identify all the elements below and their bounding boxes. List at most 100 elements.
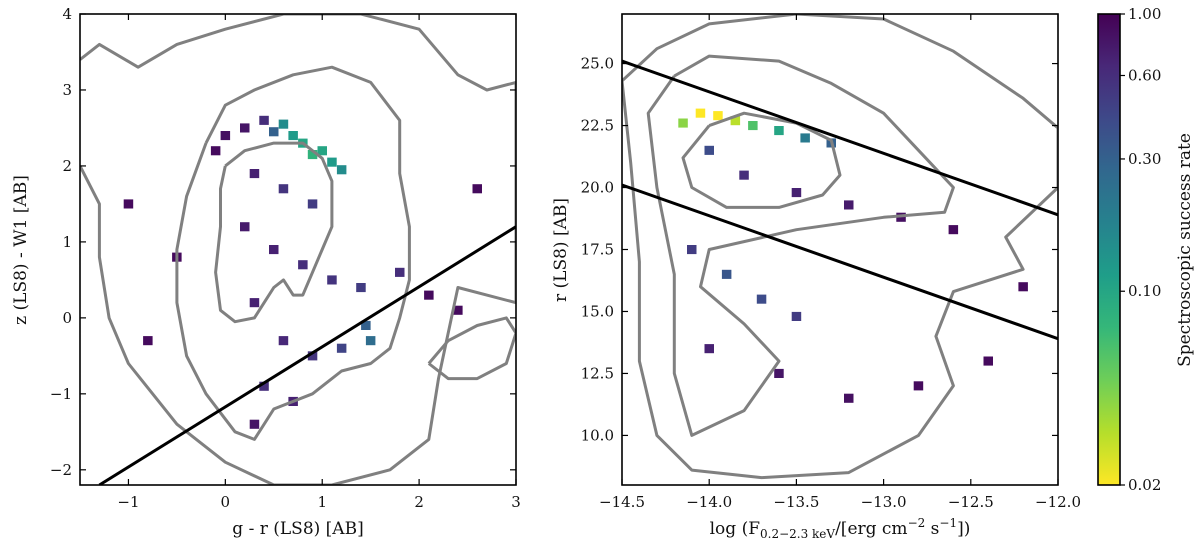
right-heatmap-cell: [695, 108, 706, 118]
left-heatmap-cell: [472, 184, 482, 194]
right-x-tick-label: −13.5: [773, 493, 819, 511]
left-y-tick-label: −1: [50, 385, 72, 403]
right-y-axis-label: r (LS8) [AB]: [551, 198, 571, 302]
right-contours: [622, 14, 1058, 480]
right-cut-lines: [622, 59, 1058, 341]
right-heatmap-cell: [774, 126, 784, 136]
left-cut-lines: [98, 225, 516, 485]
right-heatmap-cell: [800, 133, 810, 143]
right-x-tick-label: −12.5: [948, 493, 994, 511]
left-y-tick-label: 4: [62, 5, 72, 23]
right-heatmap-cell: [1018, 282, 1028, 292]
left-heatmap-cell: [220, 131, 231, 141]
left-heatmap-cell: [327, 275, 337, 285]
colorbar-tick-label: 0.30: [1128, 150, 1161, 168]
right-y-tick-label: 20.0: [581, 179, 614, 197]
right-xlabel-mid: /[erg cm: [835, 519, 907, 539]
right-panel: −14.5 −14.0 −13.5 −13.0 −12.5 −12.0 10.0 12.5 15…: [551, 13, 1081, 541]
right-heatmap-cell: [687, 245, 697, 255]
right-y-tick-label: 15.0: [581, 302, 614, 320]
left-heatmap-cell: [361, 320, 371, 330]
left-heatmap-cell: [336, 165, 347, 175]
right-heatmap-cell: [983, 356, 993, 366]
left-heatmap-cell: [336, 343, 347, 353]
left-x-tick-label: 1: [317, 493, 327, 511]
left-heatmap-cell: [240, 222, 250, 232]
right-contour-inner: [681, 111, 842, 209]
left-y-tick-label: 0: [62, 309, 72, 327]
left-heatmap-cell: [240, 123, 250, 133]
right-y-tick-label: 22.5: [581, 117, 614, 135]
right-heatmap-cell: [774, 368, 784, 378]
left-heatmap-cell: [278, 184, 289, 194]
colorbar-tick-label: 0.60: [1128, 67, 1161, 85]
right-heatmap-cell: [678, 118, 688, 128]
right-heatmap-cell: [844, 393, 854, 403]
left-panel: −1 0 1 2 3 −2 −1 0 1 2 3 4 g - r (LS8) [AB] z (LS8)…: [11, 5, 521, 539]
left-heatmap-cell: [249, 298, 260, 308]
right-y-tick-label: 12.5: [581, 364, 614, 382]
colorbar-label: Spectroscopic success rate: [1175, 133, 1195, 367]
left-contour-middle: [175, 65, 411, 441]
right-heatmap-cell: [704, 145, 714, 155]
right-heatmap-cell: [756, 294, 767, 304]
right-heatmap-cell: [739, 170, 749, 180]
left-contour-outer: [80, 14, 516, 485]
right-heatmap-cell: [730, 116, 741, 126]
left-contour-inner: [214, 141, 334, 324]
right-heatmap-cell: [791, 311, 802, 321]
left-contour-outer-island: [427, 316, 516, 381]
colorbar-tick-label: 0.02: [1128, 476, 1161, 494]
right-heatmap-cells: [678, 108, 1028, 403]
left-ticks: −1 0 1 2 3 −2 −1 0 1 2 3 4: [50, 5, 521, 511]
right-heatmap-cell: [704, 344, 714, 354]
colorbar-tick-label: 0.10: [1128, 282, 1161, 300]
left-x-axis-label: g - r (LS8) [AB]: [232, 519, 363, 539]
left-y-tick-label: 2: [62, 157, 72, 175]
left-x-tick-label: 2: [414, 493, 424, 511]
left-heatmap-cell: [249, 419, 260, 429]
right-heatmap-cell: [948, 225, 959, 235]
right-xlabel-sup1: −2: [908, 516, 926, 530]
right-heatmap-cell: [844, 200, 854, 210]
left-heatmap-cell: [269, 245, 279, 255]
colorbar-frame: [1097, 13, 1121, 486]
right-y-tick-label: 25.0: [581, 55, 614, 73]
left-heatmap-cell: [365, 336, 376, 346]
right-cut-line-1: [622, 59, 1058, 217]
left-heatmap-cell: [395, 267, 405, 277]
left-heatmap-cell: [307, 199, 318, 209]
left-heatmap-cell: [327, 157, 337, 167]
left-heatmap-cell: [307, 150, 318, 160]
right-heatmap-cell: [748, 121, 758, 131]
right-xlabel-mid2: s: [925, 519, 939, 539]
right-ticks: −14.5 −14.0 −13.5 −13.0 −12.5 −12.0 10.0 12.5 15…: [581, 14, 1081, 511]
right-x-tick-label: −14.5: [599, 493, 645, 511]
left-heatmap-cell: [249, 169, 260, 179]
left-x-tick-label: 3: [511, 493, 521, 511]
right-xlabel-sup2: −1: [939, 516, 957, 530]
right-xlabel-end: ]): [957, 519, 970, 539]
left-heatmap-cell: [288, 131, 298, 141]
left-y-tick-label: 3: [62, 81, 72, 99]
right-x-tick-label: −13.0: [861, 493, 907, 511]
left-heatmap-cell: [453, 305, 463, 315]
left-heatmap-cell: [259, 381, 269, 391]
right-heatmap-cell: [791, 188, 802, 198]
left-heatmap-cell: [278, 119, 289, 129]
right-y-tick-label: 17.5: [581, 241, 614, 259]
right-heatmap-cell: [713, 111, 723, 121]
right-x-tick-label: −12.0: [1035, 493, 1081, 511]
left-heatmap-cell: [278, 336, 289, 346]
right-xlabel-sub: 0.2−2.3 keV: [760, 527, 835, 541]
colorbar-ticks: 0.02 0.10 0.30 0.60 1.00: [1120, 5, 1161, 494]
left-x-tick-label: −1: [117, 493, 139, 511]
right-x-tick-label: −14.0: [686, 493, 732, 511]
left-y-tick-label: 1: [62, 233, 72, 251]
left-heatmap-cell: [424, 290, 434, 300]
right-contour-outer: [622, 14, 1058, 480]
right-y-tick-label: 10.0: [581, 426, 614, 444]
left-heatmap-cell: [210, 146, 221, 156]
left-heatmap-cell: [298, 260, 308, 270]
